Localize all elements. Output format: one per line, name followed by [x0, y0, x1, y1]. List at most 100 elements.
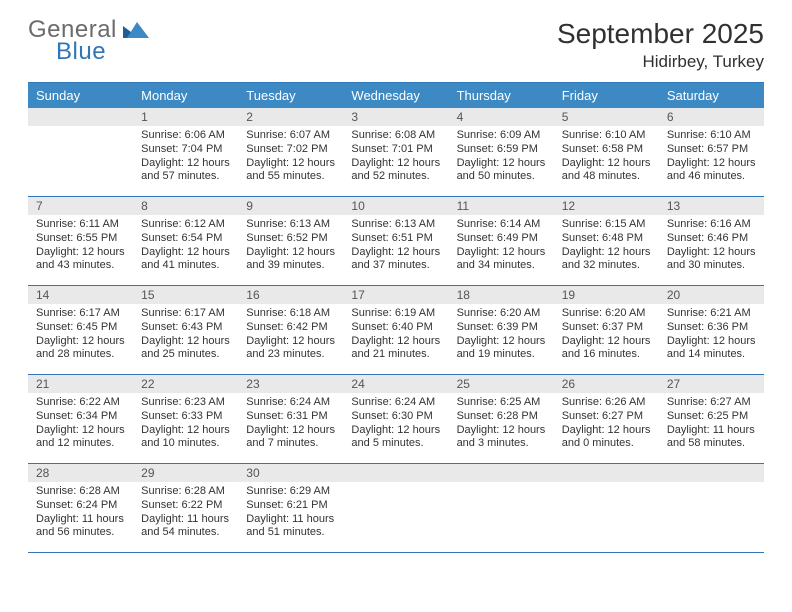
- day-number: 17: [343, 286, 448, 304]
- day-body: Sunrise: 6:08 AMSunset: 7:01 PMDaylight:…: [343, 126, 448, 188]
- sunset-line: Sunset: 6:22 PM: [141, 499, 232, 513]
- day-cell: 24Sunrise: 6:24 AMSunset: 6:30 PMDayligh…: [343, 375, 448, 463]
- day-number: 24: [343, 375, 448, 393]
- day-number: 25: [449, 375, 554, 393]
- day-cell: 30Sunrise: 6:29 AMSunset: 6:21 PMDayligh…: [238, 464, 343, 552]
- day-number: 21: [28, 375, 133, 393]
- day-body: Sunrise: 6:14 AMSunset: 6:49 PMDaylight:…: [449, 215, 554, 277]
- day-number: 30: [238, 464, 343, 482]
- day-cell: 15Sunrise: 6:17 AMSunset: 6:43 PMDayligh…: [133, 286, 238, 374]
- day-cell: 14Sunrise: 6:17 AMSunset: 6:45 PMDayligh…: [28, 286, 133, 374]
- day-cell: 19Sunrise: 6:20 AMSunset: 6:37 PMDayligh…: [554, 286, 659, 374]
- day-body: Sunrise: 6:24 AMSunset: 6:31 PMDaylight:…: [238, 393, 343, 455]
- sunrise-line: Sunrise: 6:06 AM: [141, 129, 232, 143]
- sunset-line: Sunset: 6:21 PM: [246, 499, 337, 513]
- sunset-line: Sunset: 6:52 PM: [246, 232, 337, 246]
- sunset-line: Sunset: 6:42 PM: [246, 321, 337, 335]
- daylight-line: Daylight: 12 hours and 21 minutes.: [351, 335, 442, 363]
- sunrise-line: Sunrise: 6:14 AM: [457, 218, 548, 232]
- day-body: Sunrise: 6:13 AMSunset: 6:51 PMDaylight:…: [343, 215, 448, 277]
- sunset-line: Sunset: 6:46 PM: [667, 232, 758, 246]
- sunset-line: Sunset: 7:01 PM: [351, 143, 442, 157]
- day-body: Sunrise: 6:27 AMSunset: 6:25 PMDaylight:…: [659, 393, 764, 455]
- sunset-line: Sunset: 6:36 PM: [667, 321, 758, 335]
- day-body: Sunrise: 6:06 AMSunset: 7:04 PMDaylight:…: [133, 126, 238, 188]
- daylight-line: Daylight: 12 hours and 52 minutes.: [351, 157, 442, 185]
- day-cell: 5Sunrise: 6:10 AMSunset: 6:58 PMDaylight…: [554, 108, 659, 196]
- day-body: Sunrise: 6:11 AMSunset: 6:55 PMDaylight:…: [28, 215, 133, 277]
- day-number: 6: [659, 108, 764, 126]
- sunset-line: Sunset: 6:45 PM: [36, 321, 127, 335]
- day-number: [659, 464, 764, 482]
- sunrise-line: Sunrise: 6:07 AM: [246, 129, 337, 143]
- daylight-line: Daylight: 12 hours and 0 minutes.: [562, 424, 653, 452]
- daylight-line: Daylight: 12 hours and 7 minutes.: [246, 424, 337, 452]
- day-number: 12: [554, 197, 659, 215]
- day-cell: 29Sunrise: 6:28 AMSunset: 6:22 PMDayligh…: [133, 464, 238, 552]
- sunrise-line: Sunrise: 6:28 AM: [141, 485, 232, 499]
- day-cell: 7Sunrise: 6:11 AMSunset: 6:55 PMDaylight…: [28, 197, 133, 285]
- daylight-line: Daylight: 12 hours and 50 minutes.: [457, 157, 548, 185]
- day-cell: 1Sunrise: 6:06 AMSunset: 7:04 PMDaylight…: [133, 108, 238, 196]
- day-header-cell: Monday: [133, 83, 238, 108]
- day-cell: 12Sunrise: 6:15 AMSunset: 6:48 PMDayligh…: [554, 197, 659, 285]
- week-row: 28Sunrise: 6:28 AMSunset: 6:24 PMDayligh…: [28, 464, 764, 553]
- day-body: Sunrise: 6:12 AMSunset: 6:54 PMDaylight:…: [133, 215, 238, 277]
- day-number: 8: [133, 197, 238, 215]
- calendar: Sunday Monday Tuesday Wednesday Thursday…: [28, 82, 764, 553]
- day-number: 5: [554, 108, 659, 126]
- sunrise-line: Sunrise: 6:17 AM: [36, 307, 127, 321]
- daylight-line: Daylight: 12 hours and 14 minutes.: [667, 335, 758, 363]
- day-cell: 22Sunrise: 6:23 AMSunset: 6:33 PMDayligh…: [133, 375, 238, 463]
- daylight-line: Daylight: 12 hours and 12 minutes.: [36, 424, 127, 452]
- day-cell: 17Sunrise: 6:19 AMSunset: 6:40 PMDayligh…: [343, 286, 448, 374]
- day-number: [343, 464, 448, 482]
- day-number: 11: [449, 197, 554, 215]
- day-header-cell: Tuesday: [238, 83, 343, 108]
- sunrise-line: Sunrise: 6:16 AM: [667, 218, 758, 232]
- sunrise-line: Sunrise: 6:28 AM: [36, 485, 127, 499]
- weeks-container: 1Sunrise: 6:06 AMSunset: 7:04 PMDaylight…: [28, 108, 764, 553]
- day-body: Sunrise: 6:21 AMSunset: 6:36 PMDaylight:…: [659, 304, 764, 366]
- day-number: 1: [133, 108, 238, 126]
- week-row: 7Sunrise: 6:11 AMSunset: 6:55 PMDaylight…: [28, 197, 764, 286]
- day-body: Sunrise: 6:24 AMSunset: 6:30 PMDaylight:…: [343, 393, 448, 455]
- day-number: 4: [449, 108, 554, 126]
- week-row: 21Sunrise: 6:22 AMSunset: 6:34 PMDayligh…: [28, 375, 764, 464]
- daylight-line: Daylight: 12 hours and 55 minutes.: [246, 157, 337, 185]
- day-cell: 26Sunrise: 6:26 AMSunset: 6:27 PMDayligh…: [554, 375, 659, 463]
- sunrise-line: Sunrise: 6:10 AM: [562, 129, 653, 143]
- day-number: 29: [133, 464, 238, 482]
- sunrise-line: Sunrise: 6:23 AM: [141, 396, 232, 410]
- daylight-line: Daylight: 11 hours and 58 minutes.: [667, 424, 758, 452]
- day-number: 13: [659, 197, 764, 215]
- sunset-line: Sunset: 6:43 PM: [141, 321, 232, 335]
- daylight-line: Daylight: 12 hours and 39 minutes.: [246, 246, 337, 274]
- daylight-line: Daylight: 11 hours and 56 minutes.: [36, 513, 127, 541]
- day-number: 23: [238, 375, 343, 393]
- daylight-line: Daylight: 12 hours and 19 minutes.: [457, 335, 548, 363]
- day-number: 2: [238, 108, 343, 126]
- calendar-page: General Blue September 2025 Hidirbey, Tu…: [0, 0, 792, 612]
- day-header-row: Sunday Monday Tuesday Wednesday Thursday…: [28, 83, 764, 108]
- day-cell: 11Sunrise: 6:14 AMSunset: 6:49 PMDayligh…: [449, 197, 554, 285]
- sunrise-line: Sunrise: 6:22 AM: [36, 396, 127, 410]
- day-cell: [343, 464, 448, 552]
- sunset-line: Sunset: 7:02 PM: [246, 143, 337, 157]
- sunrise-line: Sunrise: 6:13 AM: [351, 218, 442, 232]
- sunset-line: Sunset: 6:58 PM: [562, 143, 653, 157]
- logo-text: General Blue: [28, 18, 117, 64]
- day-cell: 20Sunrise: 6:21 AMSunset: 6:36 PMDayligh…: [659, 286, 764, 374]
- day-number: 15: [133, 286, 238, 304]
- day-body: Sunrise: 6:16 AMSunset: 6:46 PMDaylight:…: [659, 215, 764, 277]
- day-number: 10: [343, 197, 448, 215]
- sunset-line: Sunset: 6:25 PM: [667, 410, 758, 424]
- day-cell: 10Sunrise: 6:13 AMSunset: 6:51 PMDayligh…: [343, 197, 448, 285]
- day-body: Sunrise: 6:22 AMSunset: 6:34 PMDaylight:…: [28, 393, 133, 455]
- sunrise-line: Sunrise: 6:20 AM: [562, 307, 653, 321]
- sunset-line: Sunset: 6:51 PM: [351, 232, 442, 246]
- daylight-line: Daylight: 12 hours and 46 minutes.: [667, 157, 758, 185]
- daylight-line: Daylight: 12 hours and 25 minutes.: [141, 335, 232, 363]
- day-body: Sunrise: 6:07 AMSunset: 7:02 PMDaylight:…: [238, 126, 343, 188]
- sunrise-line: Sunrise: 6:15 AM: [562, 218, 653, 232]
